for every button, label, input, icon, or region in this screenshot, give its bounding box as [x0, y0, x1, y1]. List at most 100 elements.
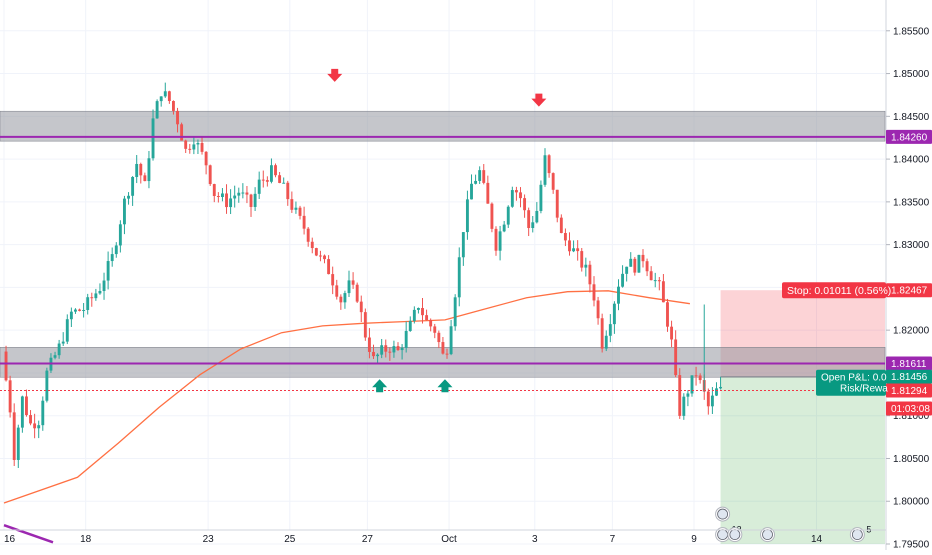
- candle: [306, 226, 310, 247]
- candle-body: [617, 286, 620, 304]
- candle: [470, 174, 473, 200]
- candle: [584, 257, 588, 277]
- candle-body: [404, 330, 408, 348]
- candle-body: [359, 301, 363, 313]
- candle: [523, 194, 527, 218]
- candle-body: [216, 195, 220, 197]
- candle-body: [514, 190, 518, 193]
- profit-target-zone[interactable]: [720, 376, 885, 545]
- price-label-box: [886, 129, 932, 144]
- candle-body: [65, 319, 69, 342]
- candle: [421, 297, 424, 324]
- candle-body: [118, 224, 122, 246]
- candle: [339, 294, 343, 310]
- candle-body: [372, 351, 375, 357]
- candle-body: [551, 173, 555, 190]
- candle: [372, 344, 375, 359]
- candle-body: [86, 297, 90, 310]
- candle-body: [376, 354, 380, 357]
- candle: [180, 122, 184, 141]
- candle: [25, 389, 28, 417]
- candle: [449, 319, 453, 356]
- candle: [155, 99, 159, 119]
- candle: [710, 387, 714, 414]
- candle-body: [180, 124, 184, 141]
- candle-body: [212, 184, 216, 196]
- candle-body: [433, 326, 437, 333]
- candle-body: [461, 232, 465, 258]
- candle-body: [314, 248, 318, 256]
- time-tick-label: 9: [691, 534, 697, 545]
- candle-body: [506, 206, 510, 225]
- candle-body: [482, 170, 486, 183]
- event-icon[interactable]: [727, 527, 743, 543]
- price-tick-label: 1.83500: [893, 197, 930, 208]
- candle: [637, 254, 641, 273]
- position-tool[interactable]: [720, 290, 885, 545]
- candle-body: [257, 179, 261, 194]
- candle: [559, 214, 563, 234]
- event-icon[interactable]: [715, 506, 731, 522]
- candle: [294, 201, 298, 214]
- candle-body: [69, 311, 73, 320]
- candle: [323, 254, 326, 264]
- candle: [269, 158, 273, 184]
- candle-body: [347, 280, 351, 294]
- candle-body: [592, 284, 596, 301]
- candle-body: [384, 345, 388, 352]
- candle-body: [498, 231, 502, 251]
- candle: [535, 202, 539, 224]
- candle-body: [98, 291, 102, 294]
- price-label: 1.81456: [891, 372, 928, 383]
- candle: [114, 242, 118, 258]
- candle-body: [159, 96, 163, 102]
- price-tick-label: 1.85000: [893, 69, 930, 80]
- candle: [380, 338, 384, 359]
- time-tick-label: 25: [284, 534, 296, 545]
- trend-line[interactable]: [3, 524, 54, 544]
- stop-label: Stop: 0.01011 (0.56%): [787, 285, 891, 297]
- candle: [445, 348, 449, 359]
- candle-body: [465, 199, 469, 233]
- candle: [69, 307, 73, 328]
- candle-body: [445, 353, 449, 355]
- candle: [596, 296, 600, 325]
- candle-body: [527, 210, 531, 229]
- candle: [580, 247, 584, 272]
- candle-body: [429, 320, 433, 327]
- candle-body: [563, 233, 567, 241]
- candle: [335, 279, 339, 300]
- event-icon[interactable]: [760, 527, 776, 543]
- candle-body: [576, 248, 580, 252]
- candle-body: [237, 192, 241, 196]
- candle-body: [519, 192, 522, 199]
- candle: [367, 328, 371, 359]
- candle: [551, 172, 555, 194]
- candle-body: [408, 320, 412, 331]
- price-label: 1.84260: [891, 132, 928, 143]
- candle: [547, 154, 551, 178]
- candle-body: [249, 194, 253, 207]
- candle-body: [588, 264, 592, 285]
- candle-body: [441, 342, 445, 354]
- candle: [314, 247, 318, 257]
- candle: [274, 163, 277, 178]
- candle: [225, 184, 228, 214]
- candle-body: [502, 224, 506, 232]
- price-tick-label: 1.82000: [893, 326, 930, 337]
- candle: [351, 272, 355, 289]
- candle: [661, 274, 665, 303]
- candle: [514, 186, 518, 201]
- candle: [376, 353, 380, 364]
- candle-body: [188, 148, 192, 150]
- candle: [437, 330, 441, 349]
- price-tick-label: 1.84500: [893, 112, 930, 123]
- candle: [45, 367, 49, 403]
- candle-body: [706, 391, 710, 407]
- candle-body: [343, 293, 347, 303]
- candle: [61, 332, 65, 346]
- candle: [298, 205, 302, 220]
- candle: [57, 339, 61, 359]
